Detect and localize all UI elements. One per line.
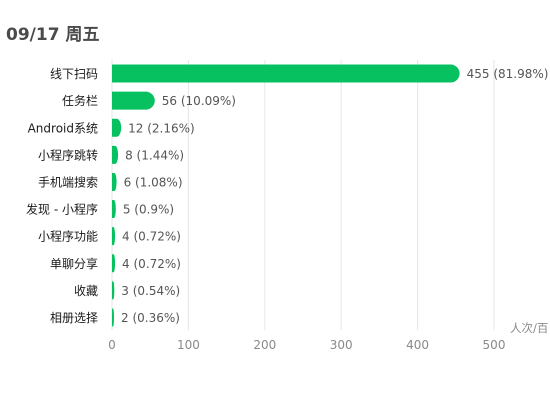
value-label-1: 455 (81.98%) xyxy=(467,67,549,81)
bar-9 xyxy=(112,281,115,300)
x-tick-label-400: 400 xyxy=(406,338,429,352)
value-label-8: 4 (0.72%) xyxy=(122,257,181,271)
bars xyxy=(112,64,460,327)
x-tick-label-100: 100 xyxy=(177,338,200,352)
category-label-7: 小程序功能 xyxy=(38,229,98,244)
category-label-8: 单聊分享 xyxy=(50,256,98,271)
category-label-5: 手机端搜索 xyxy=(38,174,98,189)
value-label-5: 6 (1.08%) xyxy=(124,175,183,189)
bar-6 xyxy=(112,200,116,219)
category-label-3: Android系统 xyxy=(28,121,98,135)
bar-4 xyxy=(112,145,119,164)
x-tick-label-300: 300 xyxy=(330,338,353,352)
labels: 0 100 200 300 400 500 人次/百 线下扫码 455 (81.98%) 任务栏 5… xyxy=(26,67,548,352)
unit-label: 人次/百 xyxy=(510,321,548,335)
bar-5 xyxy=(112,172,117,191)
bar-10 xyxy=(112,308,114,327)
x-tick-label-200: 200 xyxy=(253,338,276,352)
category-label-2: 任务栏 xyxy=(62,93,98,108)
bar-3 xyxy=(112,118,122,137)
bar-7 xyxy=(112,227,116,246)
value-label-10: 2 (0.36%) xyxy=(121,311,180,325)
category-label-6: 发现 - 小程序 xyxy=(26,202,98,217)
value-label-6: 5 (0.9%) xyxy=(123,203,174,217)
category-label-1: 线下扫码 xyxy=(50,67,98,81)
value-label-9: 3 (0.54%) xyxy=(121,284,180,298)
x-tick-label-500: 500 xyxy=(483,338,506,352)
value-label-2: 56 (10.09%) xyxy=(162,94,236,108)
value-label-7: 4 (0.72%) xyxy=(122,230,181,244)
bar-1 xyxy=(112,64,460,83)
category-label-9: 收藏 xyxy=(74,284,98,298)
category-label-4: 小程序跳转 xyxy=(38,147,98,162)
value-label-3: 12 (2.16%) xyxy=(128,121,195,135)
value-label-4: 8 (1.44%) xyxy=(125,148,184,162)
category-label-10: 相册选择 xyxy=(50,311,98,325)
bar-8 xyxy=(112,254,116,273)
date-title: 09/17 周五 xyxy=(6,25,100,45)
x-tick-label-0: 0 xyxy=(108,338,116,352)
bar-2 xyxy=(112,91,155,110)
